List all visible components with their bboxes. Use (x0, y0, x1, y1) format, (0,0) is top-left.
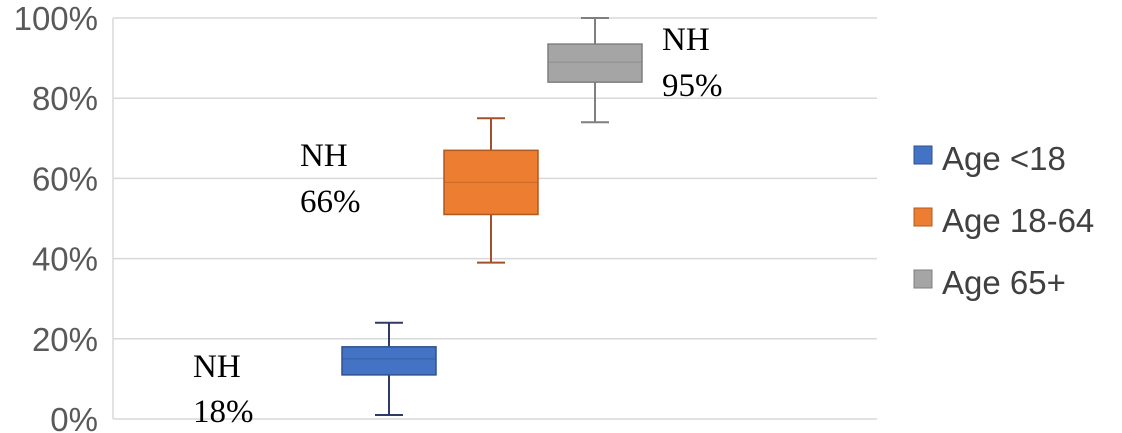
legend-label: Age 18-64 (942, 202, 1094, 239)
annotation-label: NH (300, 138, 348, 174)
annotation-label: NH (662, 22, 710, 58)
annotation-value: 95% (662, 68, 723, 104)
y-tick-label: 20% (32, 321, 98, 358)
box-iqr (341, 346, 437, 376)
legend-swatch (913, 269, 933, 289)
box-iqr (547, 43, 643, 83)
box-1 (341, 321, 437, 416)
legend-label: Age <18 (942, 140, 1066, 177)
gridlines (112, 17, 877, 420)
y-tick-label: 60% (32, 160, 98, 197)
box-3 (547, 17, 643, 124)
legend-swatch (913, 207, 933, 227)
annotations: NH 18% NH 66% NH 95% (193, 22, 723, 430)
box-2 (443, 117, 539, 264)
y-tick-label: 0% (50, 401, 98, 433)
y-axis: 0% 20% 40% 60% 80% 100% (14, 0, 98, 433)
annotation-value: 18% (193, 394, 254, 430)
box-series (341, 17, 643, 416)
y-tick-label: 100% (14, 0, 98, 37)
annotation-value: 66% (300, 184, 361, 220)
annotation-label: NH (193, 349, 241, 385)
y-tick-label: 40% (32, 241, 98, 278)
legend-swatch (913, 145, 933, 165)
legend: Age <18 Age 18-64 Age 65+ (913, 140, 1094, 301)
legend-label: Age 65+ (942, 264, 1066, 301)
y-tick-label: 80% (32, 80, 98, 117)
